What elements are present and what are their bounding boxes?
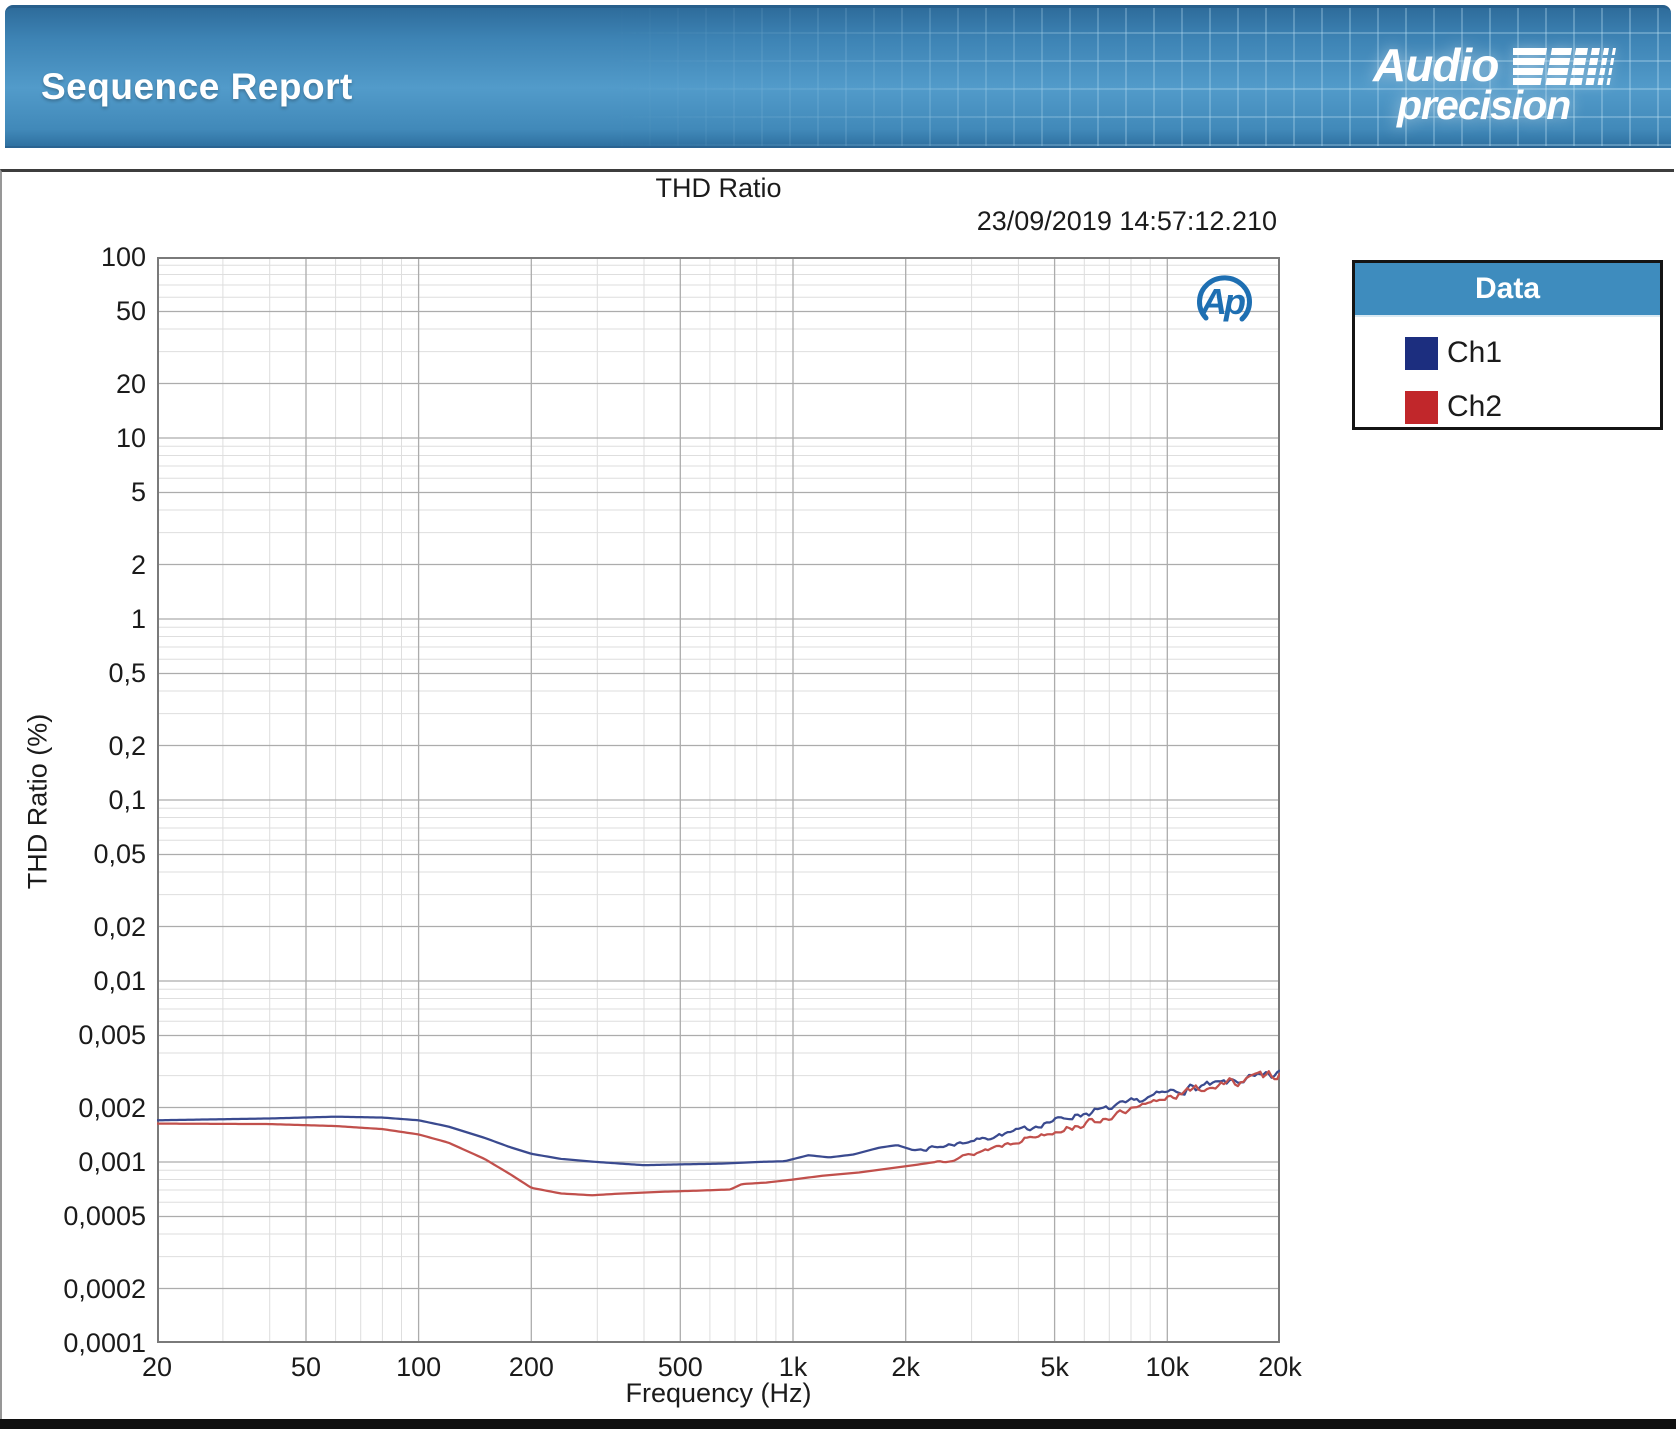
chart-title: THD Ratio xyxy=(655,173,782,203)
y-tick-label: 0,05 xyxy=(93,839,146,870)
y-tick-label: 5 xyxy=(130,477,146,508)
audio-precision-logo: Audio precision xyxy=(1365,8,1665,151)
y-tick-label: 0,1 xyxy=(108,785,146,815)
header-grid-pattern xyxy=(5,8,1671,146)
x-tick-label: 5k xyxy=(1040,1352,1069,1382)
brand-precision-text: precision xyxy=(1397,82,1571,128)
equalizer-bar xyxy=(1602,48,1609,55)
equalizer-bars-icon xyxy=(1513,48,1616,85)
ch2-curve xyxy=(157,1070,1280,1197)
ap-monogram-text: Ap xyxy=(1200,281,1245,322)
equalizer-bar xyxy=(1513,58,1546,65)
equalizer-bar xyxy=(1574,48,1588,55)
equalizer-bar xyxy=(1606,78,1611,85)
x-tick-label: 2k xyxy=(891,1352,920,1382)
y-tick-label: 1 xyxy=(130,604,146,634)
x-tick-label: 10k xyxy=(1145,1352,1190,1382)
y-tick-label: 0,0002 xyxy=(63,1273,146,1304)
y-tick-label: 100 xyxy=(100,242,146,272)
y-tick-label: 0,01 xyxy=(93,966,146,996)
equalizer-bar xyxy=(1549,58,1571,65)
header-banner: Sequence Report Audio precision xyxy=(5,5,1671,148)
equalizer-bar xyxy=(1590,48,1600,55)
y-tick-label: 0,001 xyxy=(78,1147,146,1177)
ap-monogram-swirl xyxy=(1197,275,1252,322)
y-tick-label: 0,005 xyxy=(78,1020,146,1051)
x-tick-label: 100 xyxy=(396,1352,442,1382)
equalizer-bar xyxy=(1513,48,1547,55)
equalizer-bar xyxy=(1513,68,1544,75)
legend-label: Ch2 xyxy=(1447,390,1503,423)
legend-swatch-ch1 xyxy=(1405,336,1438,370)
legend-swatch-ch2 xyxy=(1405,390,1438,424)
page-title: Sequence Report xyxy=(41,66,353,107)
equalizer-bar xyxy=(1601,58,1608,65)
brand-audio-text: Audio xyxy=(1373,39,1499,91)
plot-border xyxy=(157,257,1280,1343)
equalizer-bar xyxy=(1513,78,1542,85)
equalizer-bar xyxy=(1611,48,1616,55)
equalizer-bar xyxy=(1608,68,1613,75)
legend-label: Ch1 xyxy=(1447,336,1503,369)
x-tick-label: 50 xyxy=(290,1352,321,1382)
x-tick-label: 20k xyxy=(1258,1352,1302,1382)
equalizer-bar xyxy=(1545,78,1567,85)
equalizer-bar xyxy=(1573,58,1587,65)
y-tick-label: 0,2 xyxy=(108,730,146,761)
equalizer-bar xyxy=(1550,48,1572,55)
legend: Data Ch1 Ch2 xyxy=(1352,260,1663,430)
legend-header: Data xyxy=(1355,263,1660,317)
y-tick-label: 0,0001 xyxy=(63,1328,146,1358)
x-tick-label: 20 xyxy=(141,1352,173,1382)
equalizer-bar xyxy=(1599,68,1606,75)
page-bottom-border xyxy=(0,1419,1676,1429)
y-tick-label: 0,02 xyxy=(93,911,146,942)
legend-body: Ch1 Ch2 xyxy=(1355,317,1660,434)
y-tick-label: 50 xyxy=(115,296,146,327)
y-tick-label: 20 xyxy=(115,368,146,399)
y-tick-label: 2 xyxy=(130,549,146,580)
y-tick-label: 0,0005 xyxy=(63,1201,146,1232)
ch1-curve xyxy=(157,1069,1280,1167)
major-gridlines xyxy=(157,257,1280,1343)
x-axis-title: Frequency (Hz) xyxy=(625,1378,812,1408)
equalizer-bar xyxy=(1569,78,1583,85)
y-tick-label: 0,002 xyxy=(78,1092,146,1123)
x-tick-label: 1k xyxy=(778,1352,808,1382)
equalizer-bar xyxy=(1571,68,1585,75)
ap-monogram-icon: Ap xyxy=(1197,275,1252,322)
legend-entry-ch1: Ch1 xyxy=(1355,326,1660,380)
x-tick-label: 500 xyxy=(657,1352,703,1382)
equalizer-bar xyxy=(1610,58,1615,65)
plot-area xyxy=(157,257,1280,1343)
y-tick-label: 10 xyxy=(115,423,146,453)
legend-entry-ch2: Ch2 xyxy=(1355,380,1660,434)
x-tick-label: 200 xyxy=(508,1352,554,1382)
equalizer-bar xyxy=(1597,78,1604,85)
y-tick-label: 0,5 xyxy=(108,658,146,689)
equalizer-bar xyxy=(1589,58,1599,65)
equalizer-bar xyxy=(1547,68,1569,75)
equalizer-bar xyxy=(1585,78,1595,85)
chart-timestamp: 23/09/2019 14:57:12.210 xyxy=(976,206,1277,236)
equalizer-bar xyxy=(1587,68,1597,75)
